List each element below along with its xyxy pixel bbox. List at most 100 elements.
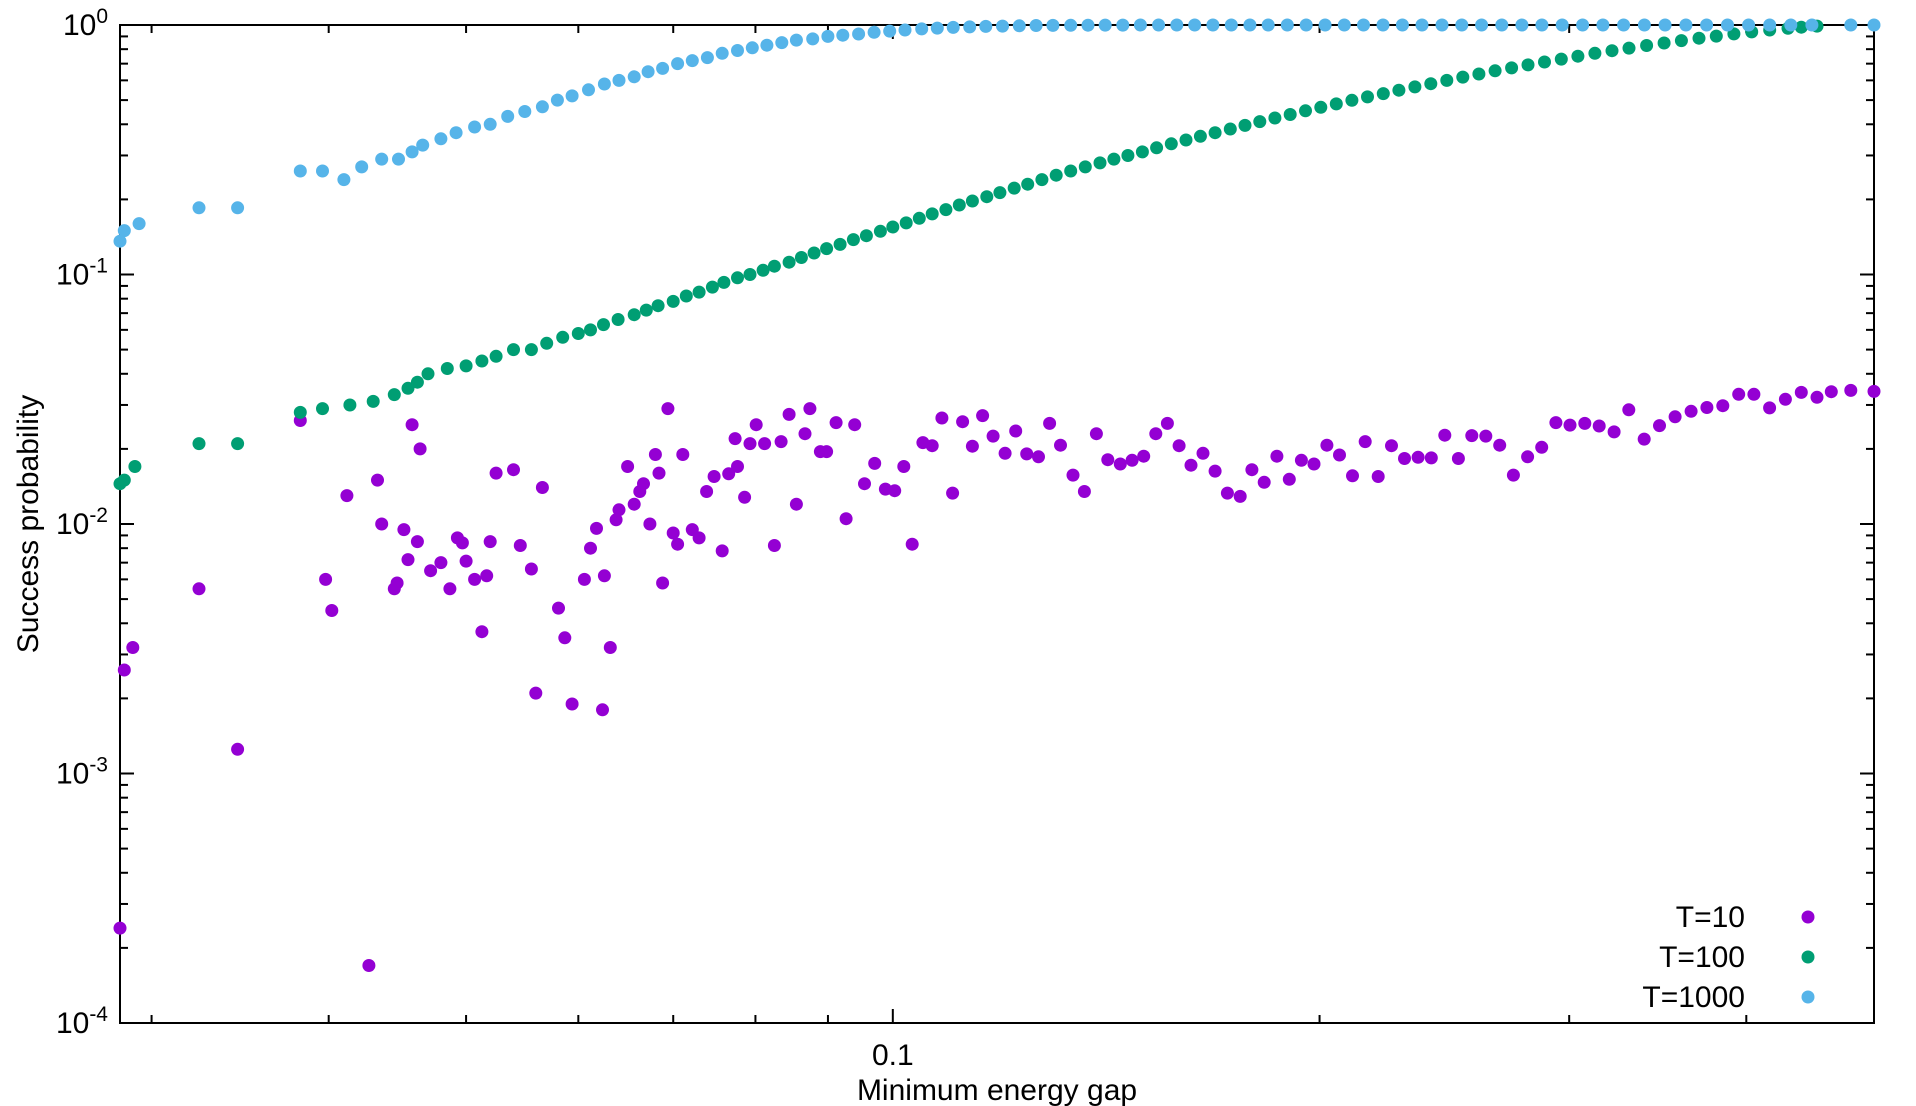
data-point [293,164,307,178]
data-point [1424,451,1438,465]
data-point [749,418,763,432]
data-point [1329,97,1343,111]
data-point [1064,18,1078,32]
data-point [738,490,752,504]
data-point [1488,64,1502,78]
data-point [848,418,862,432]
data-point [1078,160,1092,174]
data-point [1810,390,1824,404]
data-point [1029,19,1043,32]
data-point [231,201,245,215]
data-point [1578,416,1592,430]
data-point [440,362,454,375]
data-point [1208,464,1222,478]
data-point [898,23,912,37]
data-point [1243,18,1257,32]
data-point [128,460,142,473]
data-point [651,299,665,313]
data-point [1451,452,1465,465]
data-point [639,303,653,317]
legend-marker [1801,910,1815,924]
data-point [1588,46,1602,60]
data-point [449,126,463,140]
data-point [468,120,482,134]
data-point [715,46,729,60]
data-point [565,89,579,103]
data-point [529,686,543,700]
data-point [1270,449,1284,463]
data-point [507,463,520,477]
data-point [873,224,887,238]
data-point [117,663,131,677]
data-point [596,703,609,717]
data-point [1732,387,1746,401]
series-t-1000 [113,18,1881,248]
data-point [1160,416,1174,430]
data-point [1596,18,1610,32]
data-point [956,415,970,429]
data-point [1535,440,1549,454]
data-point [652,466,666,480]
data-point [1475,18,1489,32]
data-point [1021,177,1035,191]
legend-label: T=100 [1659,941,1745,974]
data-point [343,398,357,412]
data-point [1521,58,1535,72]
data-point [1784,18,1798,32]
data-point [1867,18,1881,32]
data-point [883,24,897,38]
data-point [986,429,1000,443]
data-point [1576,18,1590,32]
legend: T=10 T=100 T=1000 [1642,901,1815,1014]
data-point [807,246,821,260]
data-point [621,460,635,473]
data-point [1012,19,1026,33]
data-point [1408,80,1422,94]
data-point [705,280,719,294]
data-point [597,569,611,583]
data-point [410,535,424,549]
data-point [597,318,610,332]
data-point [424,564,438,578]
data-point [821,29,835,43]
data-point [518,105,532,118]
data-point [803,402,817,416]
data-point [1049,168,1063,182]
data-point [1617,18,1631,32]
data-point [584,541,597,555]
data-point [489,466,503,480]
data-point [609,513,623,527]
data-point [806,32,820,46]
data-point [897,460,911,473]
data-point [656,61,670,75]
data-point [1700,18,1714,32]
data-point [1223,122,1237,136]
data-point [1844,383,1858,397]
data-point [745,41,759,55]
data-point [571,327,585,340]
data-point [774,435,788,449]
data-point [1455,18,1469,32]
data-point [1261,18,1275,32]
data-point [1208,126,1222,140]
data-point [401,381,415,395]
data-point [1505,61,1519,75]
data-point [1794,385,1808,399]
data-point [888,484,902,498]
data-point [641,65,655,79]
data-point [513,539,527,552]
data-point [1554,52,1568,66]
data-point [192,582,206,596]
data-point [468,572,482,586]
data-point [1253,115,1267,129]
data-point [475,354,489,368]
data-point [1193,129,1207,143]
data-point [996,19,1009,33]
data-point [627,70,641,84]
data-point [1314,100,1328,114]
data-point [1320,438,1334,452]
x-tick-label: 0.1 [872,1039,914,1072]
data-point [1794,20,1808,34]
data-point [1268,111,1282,125]
data-point [590,521,603,535]
